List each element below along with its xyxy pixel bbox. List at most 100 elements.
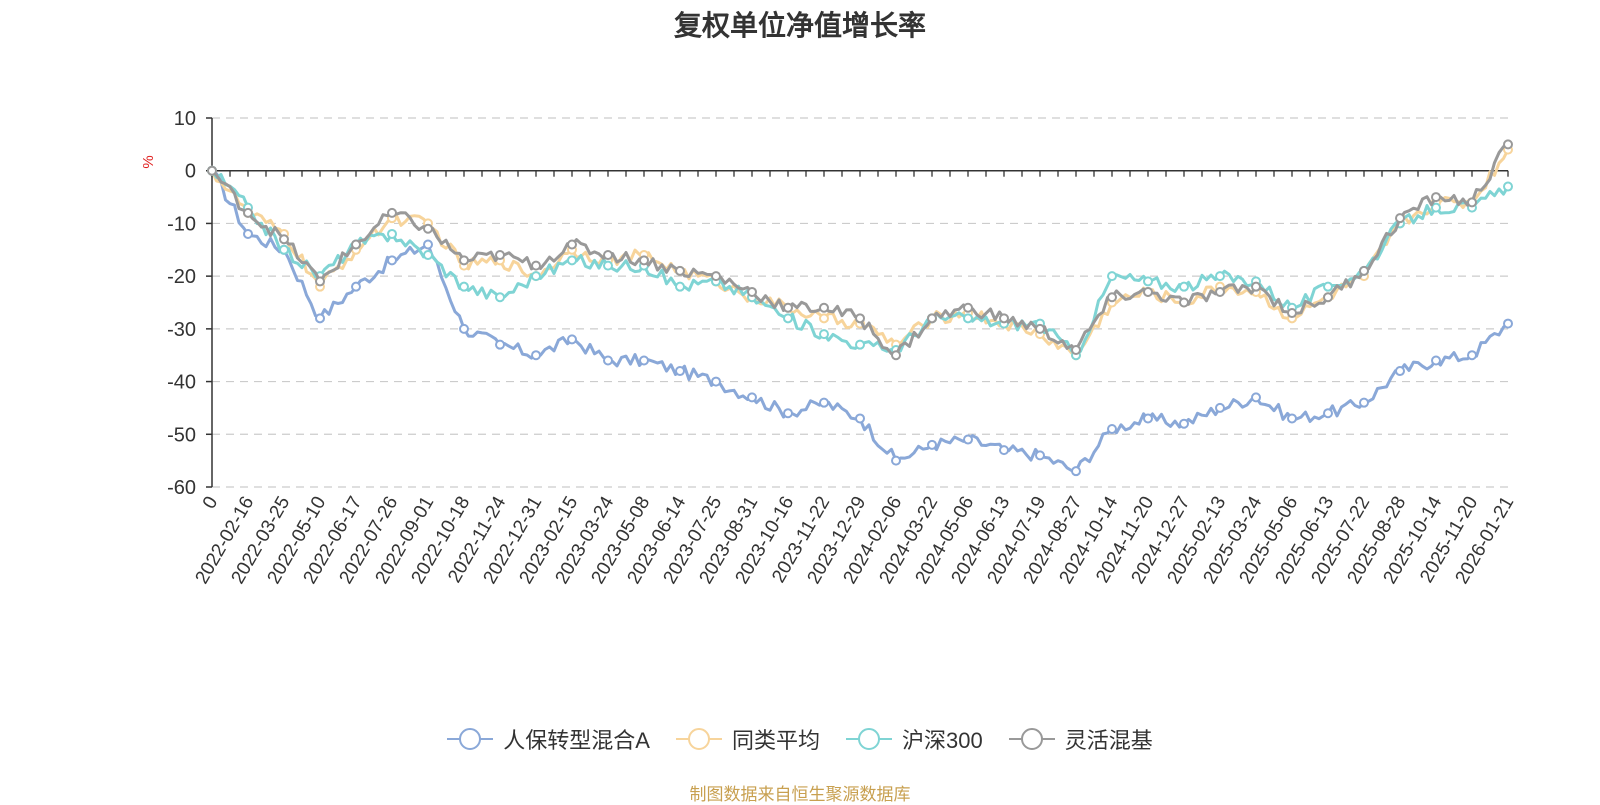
data-point-1 xyxy=(387,255,397,266)
data-point-4 xyxy=(459,255,469,266)
data-point-4 xyxy=(927,313,937,324)
data-point-1 xyxy=(351,281,361,292)
data-point-4 xyxy=(495,250,505,261)
data-point-3 xyxy=(1431,202,1441,213)
data-point-3 xyxy=(279,244,289,255)
data-point-3 xyxy=(567,255,577,266)
data-point-4 xyxy=(1215,286,1225,297)
data-point-3 xyxy=(855,339,865,350)
data-point-3 xyxy=(963,313,973,324)
data-point-1 xyxy=(1323,408,1333,419)
data-point-4 xyxy=(819,302,829,313)
data-point-4 xyxy=(351,239,361,250)
legend: 人保转型混合A 同类平均 沪深300 灵活混基 xyxy=(0,722,1600,756)
source-note: 制图数据来自恒生聚源数据库 xyxy=(689,785,911,804)
data-point-3 xyxy=(783,313,793,324)
data-point-4 xyxy=(1071,344,1081,355)
y-tick-label: 10 xyxy=(174,108,196,130)
data-point-3 xyxy=(423,250,433,261)
y-tick-label: -60 xyxy=(167,477,196,499)
data-point-1 xyxy=(783,408,793,419)
legend-item-series-3[interactable]: 沪深300 xyxy=(845,723,983,755)
data-point-1 xyxy=(1215,402,1225,413)
y-axis: 10 0 -10 -20 -30 -40 -50 -60 xyxy=(167,108,213,499)
data-point-4 xyxy=(567,239,577,250)
y-tick-label: -30 xyxy=(167,319,196,341)
data-point-3 xyxy=(1503,181,1513,192)
data-point-4 xyxy=(1395,213,1405,224)
data-point-1 xyxy=(531,350,541,361)
data-point-1 xyxy=(1035,450,1045,461)
data-point-2 xyxy=(819,313,829,324)
legend-item-series-1[interactable]: 人保转型混合A xyxy=(447,723,650,755)
data-point-1 xyxy=(1359,397,1369,408)
legend-label: 灵活混基 xyxy=(1064,728,1153,753)
legend-label: 沪深300 xyxy=(901,728,983,753)
legend-marker-icon xyxy=(845,727,892,751)
data-point-1 xyxy=(1431,355,1441,366)
data-point-4 xyxy=(1251,281,1261,292)
data-point-4 xyxy=(531,260,541,271)
data-point-4 xyxy=(1323,292,1333,303)
data-point-1 xyxy=(819,397,829,408)
data-point-1 xyxy=(603,355,613,366)
y-tick-label: -40 xyxy=(167,372,196,394)
data-point-1 xyxy=(747,392,757,403)
data-point-4 xyxy=(891,350,901,361)
data-point-3 xyxy=(531,271,541,282)
legend-item-series-4[interactable]: 灵活混基 xyxy=(1008,723,1153,755)
y-tick-label: 0 xyxy=(185,161,196,183)
data-point-1 xyxy=(459,323,469,334)
data-point-1 xyxy=(495,339,505,350)
data-point-1 xyxy=(891,455,901,466)
data-point-3 xyxy=(1143,276,1153,287)
data-point-3 xyxy=(1323,281,1333,292)
legend-marker-icon xyxy=(675,727,722,751)
data-point-1 xyxy=(675,366,685,377)
data-point-1 xyxy=(1071,466,1081,477)
data-point-4 xyxy=(1035,323,1045,334)
legend-marker-icon xyxy=(1008,727,1055,751)
data-point-4 xyxy=(1287,308,1297,319)
data-point-4 xyxy=(1107,292,1117,303)
data-point-3 xyxy=(603,260,613,271)
data-point-1 xyxy=(999,445,1009,456)
legend-label: 人保转型混合A xyxy=(503,728,650,753)
y-tick-label: -50 xyxy=(167,424,196,446)
data-point-4 xyxy=(1143,286,1153,297)
data-point-4 xyxy=(279,234,289,245)
data-point-3 xyxy=(459,281,469,292)
data-point-1 xyxy=(1107,424,1117,435)
x-tick-label: 0 xyxy=(199,493,222,513)
data-point-1 xyxy=(1287,413,1297,424)
data-point-3 xyxy=(675,281,685,292)
data-point-3 xyxy=(387,228,397,239)
data-point-3 xyxy=(1107,271,1117,282)
data-point-4 xyxy=(639,255,649,266)
y-tick-label: -20 xyxy=(167,266,196,288)
chart-title: 复权单位净值增长率 xyxy=(673,10,926,41)
data-point-1 xyxy=(927,439,937,450)
data-point-1 xyxy=(243,228,253,239)
data-point-1 xyxy=(963,434,973,445)
data-point-1 xyxy=(1467,350,1477,361)
data-point-4 xyxy=(315,276,325,287)
legend-item-series-2[interactable]: 同类平均 xyxy=(675,723,820,755)
y-tick-label: -10 xyxy=(167,213,196,235)
data-point-1 xyxy=(1251,392,1261,403)
data-point-4 xyxy=(711,271,721,282)
series-group xyxy=(207,139,1513,477)
data-point-4 xyxy=(675,265,685,276)
data-point-4 xyxy=(207,165,217,176)
data-point-1 xyxy=(1179,418,1189,429)
data-point-4 xyxy=(1179,297,1189,308)
data-point-4 xyxy=(423,223,433,234)
data-point-4 xyxy=(387,207,397,218)
data-point-1 xyxy=(315,313,325,324)
data-point-1 xyxy=(711,376,721,387)
data-point-1 xyxy=(855,413,865,424)
data-point-1 xyxy=(1143,413,1153,424)
data-point-4 xyxy=(999,313,1009,324)
data-point-4 xyxy=(747,286,757,297)
